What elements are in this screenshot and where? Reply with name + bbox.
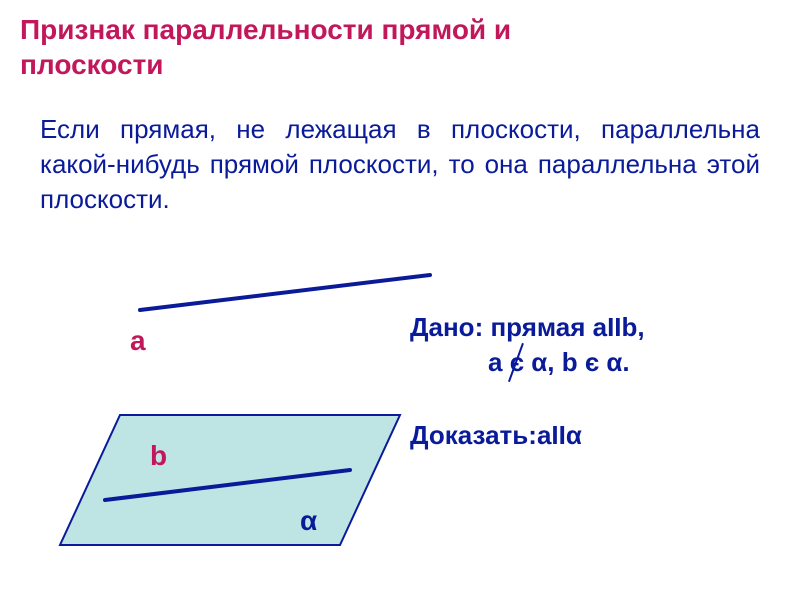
given-mid: α, b [524, 347, 585, 377]
not-element-of-icon: є [510, 345, 524, 380]
element-of-icon: є [585, 347, 599, 377]
prove-rest: aIIα [537, 420, 582, 450]
plane-alpha [60, 415, 400, 545]
given-label: Дано: [410, 312, 483, 342]
given-line-2: a є α, b є α. [410, 345, 645, 380]
line-a-segment [140, 275, 430, 310]
given-block: Дано: прямая aIIb, a є α, b є α. [410, 310, 645, 380]
label-a: a [130, 325, 146, 356]
slide-root: Признак параллельности прямой и плоскост… [0, 0, 800, 600]
label-alpha: α [300, 505, 317, 536]
given-line1-rest: прямая aIIb, [483, 312, 644, 342]
given-suffix: α. [599, 347, 629, 377]
given-a: a [488, 347, 510, 377]
given-line-1: Дано: прямая aIIb, [410, 310, 645, 345]
prove-block: Доказать:aIIα [410, 420, 582, 451]
prove-label: Доказать: [410, 420, 537, 450]
label-b: b [150, 440, 167, 471]
geometry-diagram: a b α [0, 0, 800, 600]
